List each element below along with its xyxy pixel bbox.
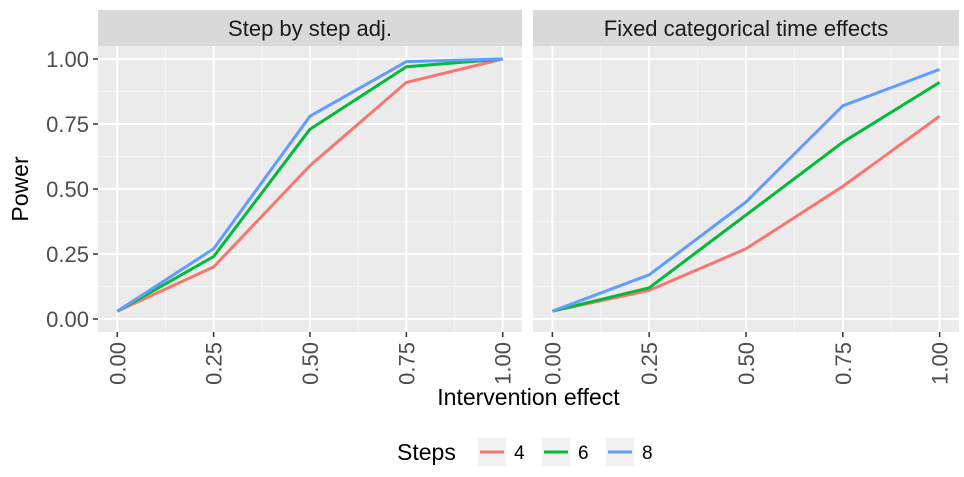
facet-strip <box>533 10 959 46</box>
series-line-8 <box>116 57 503 313</box>
x-tick-label: 0.75 <box>831 342 856 385</box>
legend-label: 8 <box>642 443 653 464</box>
x-tick-label: 0.25 <box>202 342 227 385</box>
x-tick-label: 0.00 <box>540 342 565 385</box>
y-tick-label: 0.50 <box>46 177 89 202</box>
facet-title: Step by step adj. <box>228 16 392 41</box>
y-tick-label: 1.00 <box>46 47 89 72</box>
x-tick-label: 1.00 <box>491 342 516 385</box>
y-axis-title: Power <box>7 156 33 222</box>
y-tick-label: 0.75 <box>46 112 89 137</box>
series-line-4 <box>552 114 941 313</box>
legend-label: 4 <box>514 443 525 464</box>
series-line-8 <box>551 67 941 313</box>
series-line-4 <box>116 57 504 313</box>
facet-title: Fixed categorical time effects <box>604 16 889 41</box>
series-line-6 <box>116 57 503 313</box>
series-line-6 <box>552 81 941 313</box>
x-axis-title: Intervention effect <box>437 384 620 410</box>
legend-label: 6 <box>578 443 589 464</box>
x-tick-label: 0.00 <box>105 342 130 385</box>
x-tick-label: 0.50 <box>298 342 323 385</box>
x-tick-label: 0.50 <box>734 342 759 385</box>
y-tick-label: 0.00 <box>46 307 89 332</box>
x-tick-label: 0.25 <box>637 342 662 385</box>
x-tick-label: 1.00 <box>928 342 953 385</box>
facet-strip <box>98 10 522 46</box>
legend-title: Steps <box>397 439 456 465</box>
x-tick-label: 0.75 <box>394 342 419 385</box>
y-tick-label: 0.25 <box>46 242 89 267</box>
